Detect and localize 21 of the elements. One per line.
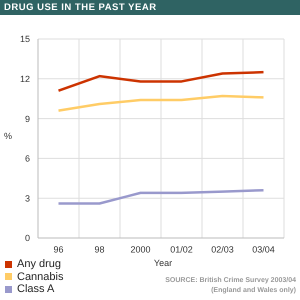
x-tick-label: 03/04 [252,244,275,254]
chart-title: DRUG USE IN THE PAST YEAR [0,0,300,15]
y-tick-label: 15 [20,34,30,44]
x-tick-label: 01/02 [170,244,193,254]
x-tick-label: 96 [53,244,64,254]
legend-label: Any drug [17,258,62,270]
y-axis-title: % [4,131,12,141]
x-tick-label: 2000 [130,244,151,254]
y-tick-label: 3 [24,193,30,204]
legend-label: Cannabis [17,270,64,283]
x-axis-title: Year [152,258,174,268]
y-tick-label: 6 [24,154,30,164]
y-tick-label: 0 [24,233,30,244]
x-tick-label: 02/03 [211,244,234,254]
y-tick-label: 12 [20,74,30,84]
line-series [57,70,265,92]
line-series [57,188,265,205]
line-series [57,94,265,112]
y-tick-label: 9 [24,114,30,124]
legend-label: Class A [17,283,54,296]
x-tick-label: 98 [94,244,105,254]
